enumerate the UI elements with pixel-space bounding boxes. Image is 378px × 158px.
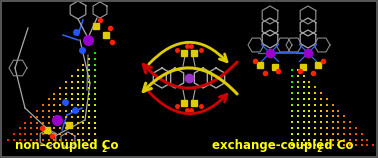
FancyArrowPatch shape: [149, 42, 227, 64]
FancyArrowPatch shape: [143, 68, 237, 94]
FancyArrowPatch shape: [143, 62, 237, 88]
Text: 2: 2: [316, 145, 321, 154]
Text: non–coupled Co: non–coupled Co: [15, 139, 118, 152]
Text: exchange-coupled Co: exchange-coupled Co: [212, 139, 353, 152]
Text: 2: 2: [101, 145, 106, 154]
FancyArrowPatch shape: [149, 92, 227, 114]
